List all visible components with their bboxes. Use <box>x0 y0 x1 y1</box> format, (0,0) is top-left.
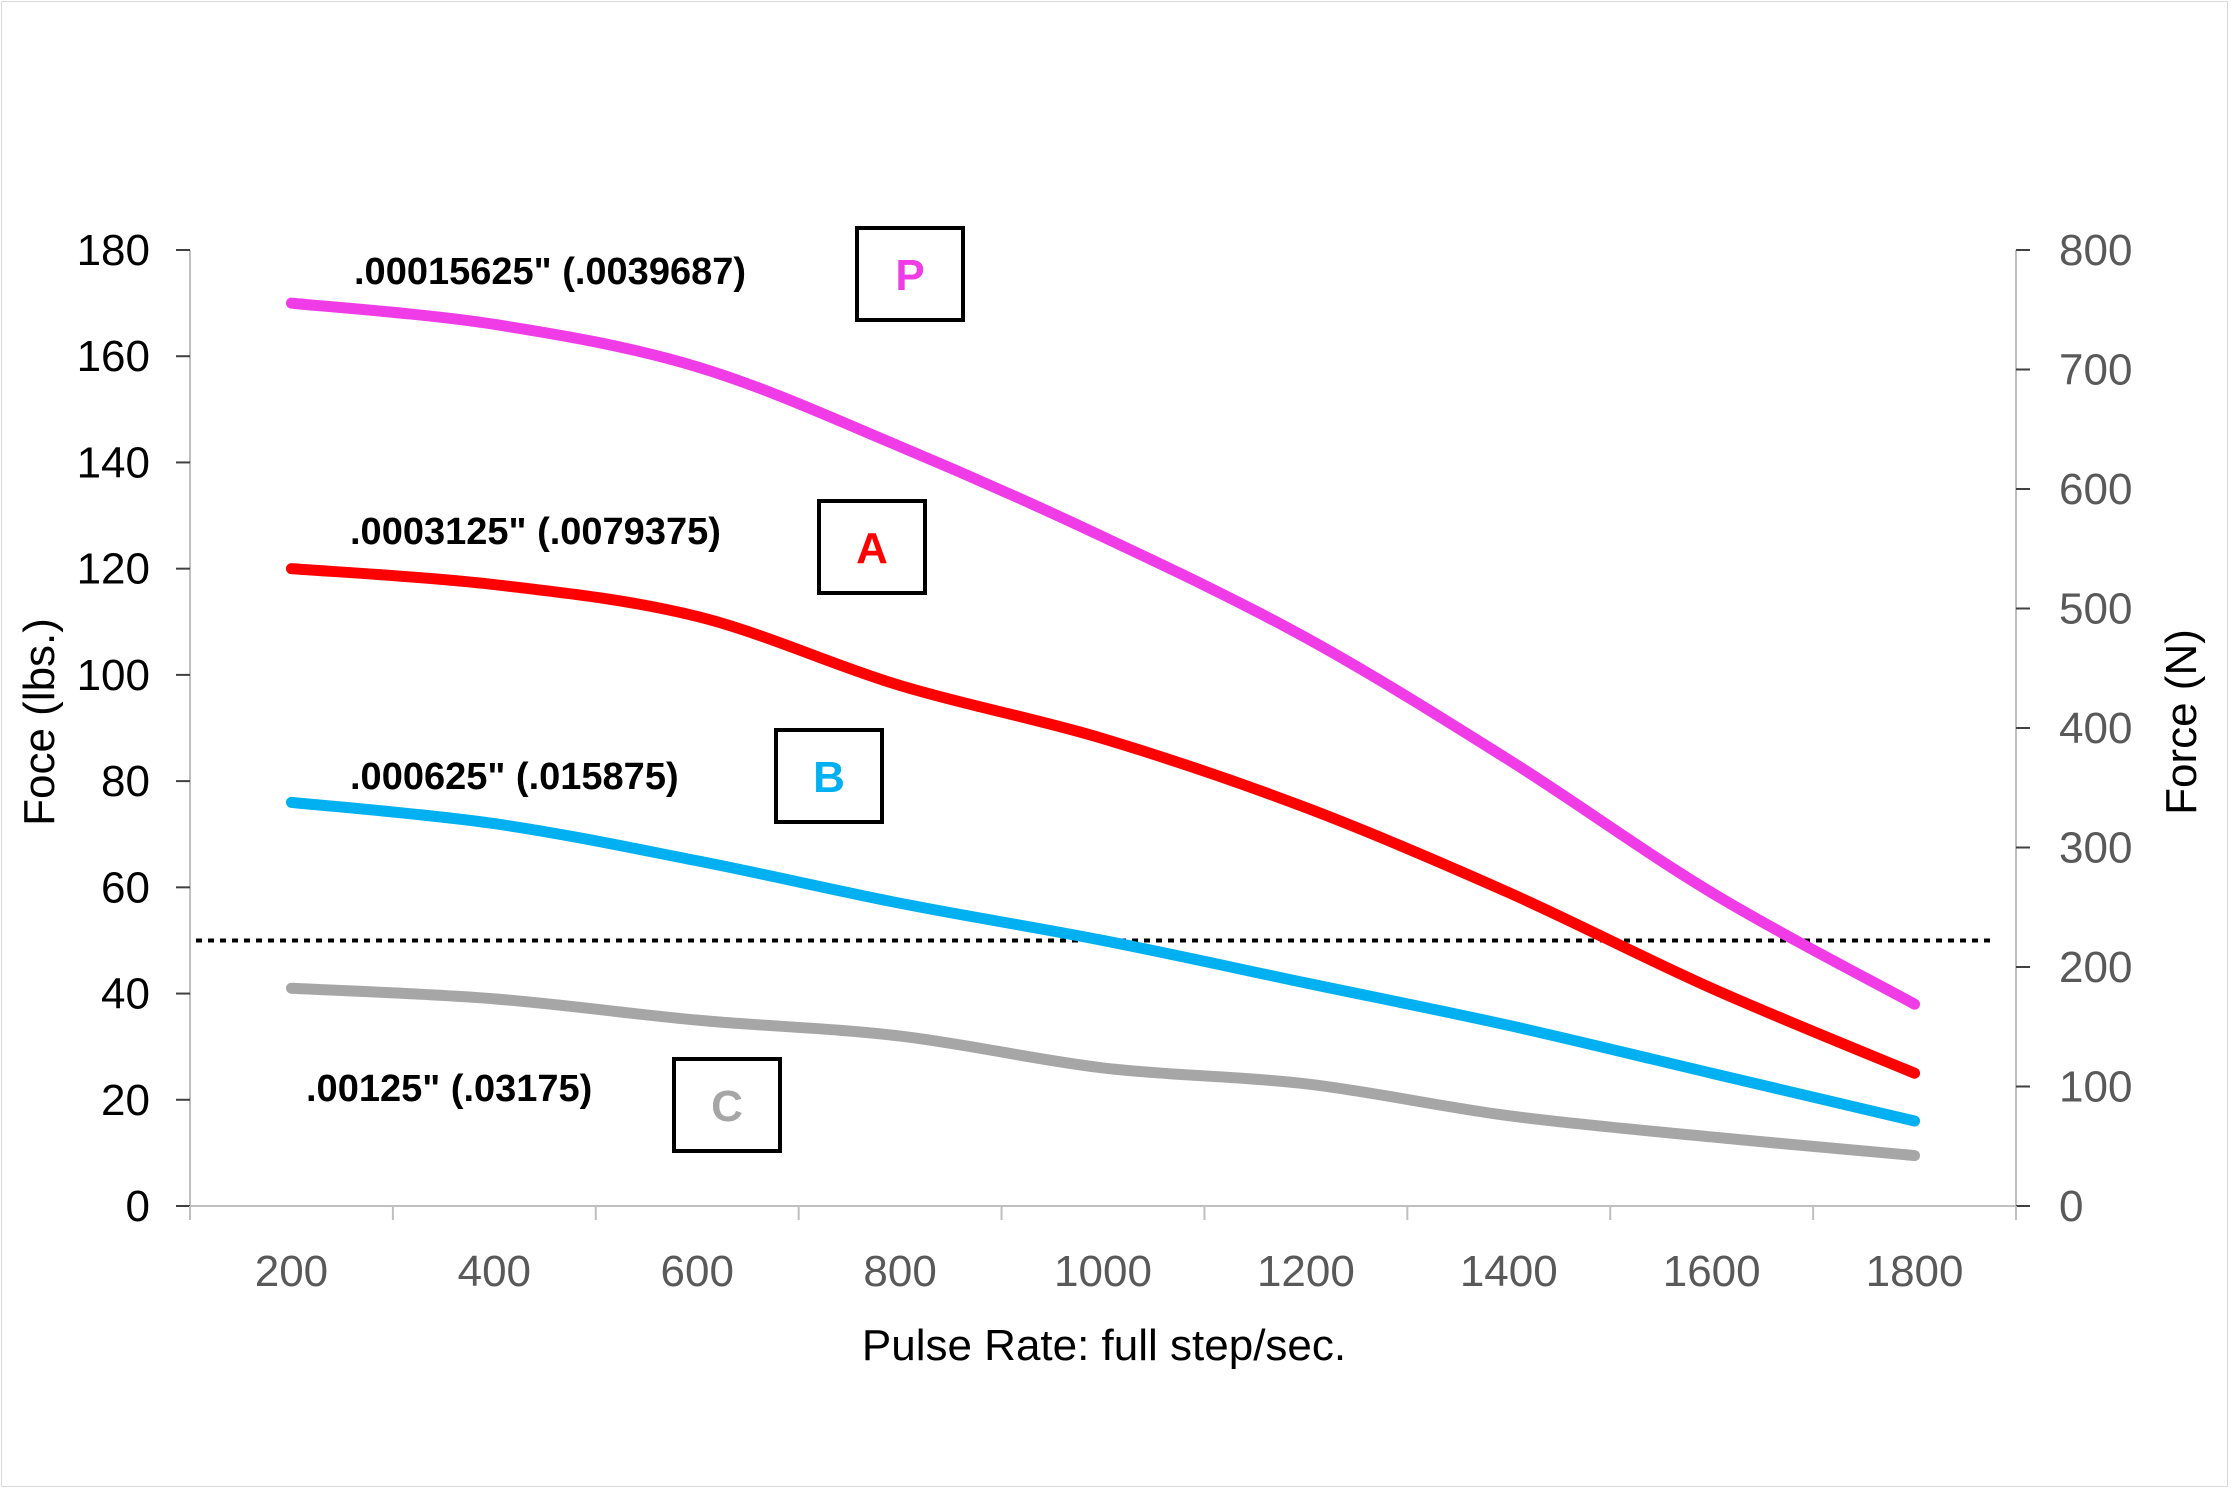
y-tick-label: 20 <box>101 1076 150 1125</box>
y2-tick-label: 800 <box>2059 226 2132 275</box>
x-tick-label: 1000 <box>1054 1247 1152 1296</box>
y-tick-label: 80 <box>101 757 150 806</box>
axes: 0204060801001201401601800100200300400500… <box>77 226 2133 1296</box>
x-tick-label: 1400 <box>1460 1247 1558 1296</box>
y-tick-label: 140 <box>77 438 150 487</box>
y-tick-label: 160 <box>77 332 150 381</box>
x-tick-label: 400 <box>458 1247 531 1296</box>
y-tick-label: 120 <box>77 545 150 594</box>
x-tick-label: 600 <box>661 1247 734 1296</box>
y-tick-label: 180 <box>77 226 150 275</box>
y2-tick-label: 600 <box>2059 465 2132 514</box>
y-tick-label: 100 <box>77 651 150 700</box>
series-a-label: .0003125" (.0079375) <box>350 511 721 553</box>
y2-tick-label: 500 <box>2059 585 2132 634</box>
series-c-badge-letter: C <box>711 1082 743 1131</box>
series-b-line <box>285 796 1921 1127</box>
y2-tick-label: 300 <box>2059 824 2132 873</box>
series-c-label: .00125" (.03175) <box>306 1068 592 1110</box>
y2-tick-label: 700 <box>2059 346 2132 395</box>
series-p-badge-letter: P <box>895 251 924 300</box>
x-tick-label: 1200 <box>1257 1247 1355 1296</box>
series-c-line <box>285 982 1921 1162</box>
series-c-badge-box <box>672 1057 782 1153</box>
y2-tick-label: 100 <box>2059 1063 2132 1112</box>
series-label-layer: .00015625" (.0039687) P .0003125" (.007937… <box>306 226 965 1153</box>
y2-axis-title: Force (N) <box>2157 629 2206 815</box>
x-axis-title: Pulse Rate: full step/sec. <box>862 1321 1346 1370</box>
series-p-line <box>285 297 1921 1010</box>
series-a-badge-box <box>817 499 927 595</box>
y-tick-label: 40 <box>101 970 150 1019</box>
y-axis-title: Foce (lbs.) <box>15 618 64 826</box>
y2-tick-label: 400 <box>2059 704 2132 753</box>
y-tick-label: 60 <box>101 863 150 912</box>
series-p-badge-box <box>855 226 965 322</box>
x-tick-label: 800 <box>863 1247 936 1296</box>
series-b-badge-box <box>774 728 884 824</box>
series-a-line <box>285 563 1921 1079</box>
series-p-label: .00015625" (.0039687) <box>354 251 746 293</box>
series-b-badge-letter: B <box>813 753 845 802</box>
series-b-label: .000625" (.015875) <box>350 756 679 798</box>
y2-tick-label: 200 <box>2059 943 2132 992</box>
series-layer <box>285 297 1921 1162</box>
x-tick-label: 200 <box>255 1247 328 1296</box>
series-a-badge-letter: A <box>856 524 888 573</box>
x-tick-label: 1600 <box>1663 1247 1761 1296</box>
x-tick-label: 1800 <box>1866 1247 1964 1296</box>
y-tick-label: 0 <box>126 1182 150 1231</box>
y2-tick-label: 0 <box>2059 1182 2083 1231</box>
